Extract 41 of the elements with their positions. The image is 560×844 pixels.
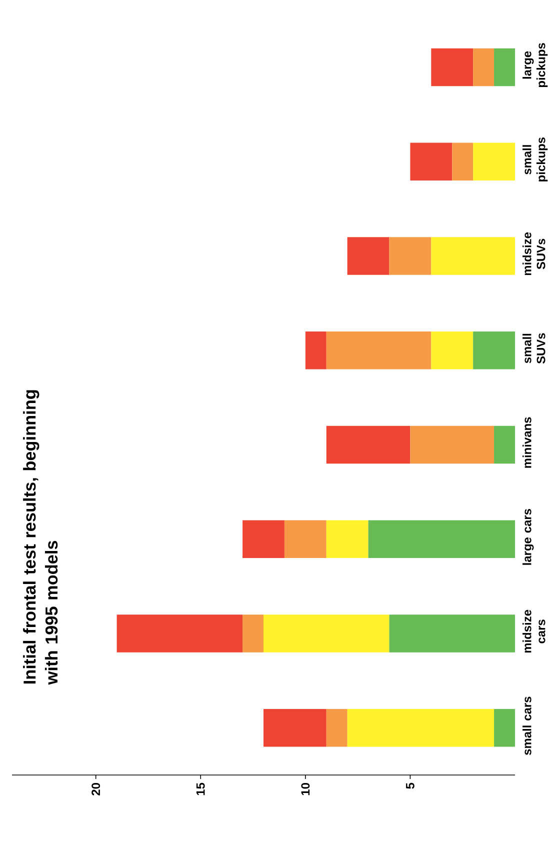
- bar: [389, 237, 432, 275]
- bar: [326, 426, 410, 464]
- bar: [284, 520, 326, 558]
- bar: [452, 142, 474, 180]
- bar: [368, 520, 515, 558]
- bar: [473, 331, 515, 370]
- x-tick-label: 10: [301, 783, 310, 796]
- bar: [494, 426, 515, 464]
- bar: [263, 614, 390, 652]
- y-tick-label: small SUVs: [522, 333, 546, 364]
- bar: [431, 48, 474, 86]
- y-tick-label: large pickups: [522, 43, 548, 87]
- bar: [473, 48, 494, 86]
- bar: [242, 614, 264, 652]
- bar: [389, 614, 515, 652]
- bar: [116, 614, 243, 652]
- bar: [326, 520, 368, 558]
- text: Initial frontal test results, beginning with 1995 models: [23, 390, 58, 685]
- y-tick-label: midsize SUVs: [522, 232, 546, 276]
- bar: [494, 48, 515, 86]
- bar: [242, 520, 284, 558]
- bar: [494, 708, 515, 747]
- bar: [263, 708, 326, 747]
- y-tick-label: midsize cars: [522, 610, 546, 653]
- bar: [347, 237, 390, 275]
- y-tick-label: small cars: [522, 696, 532, 755]
- bar: [305, 331, 326, 370]
- bar: [410, 142, 452, 180]
- x-tick-label: 5: [406, 782, 414, 789]
- bar: [326, 708, 348, 747]
- bar: [347, 708, 494, 747]
- bar: [326, 331, 432, 370]
- y-tick-label: small pickups: [522, 137, 548, 182]
- y-tick-label: minivans: [522, 417, 532, 468]
- bar: [431, 237, 515, 275]
- bar: [431, 331, 474, 370]
- bar: [410, 426, 494, 464]
- bar: [473, 142, 515, 180]
- y-tick-label: large cars: [522, 508, 534, 565]
- x-tick-label: 20: [92, 783, 100, 796]
- x-tick-label: 15: [196, 782, 205, 796]
